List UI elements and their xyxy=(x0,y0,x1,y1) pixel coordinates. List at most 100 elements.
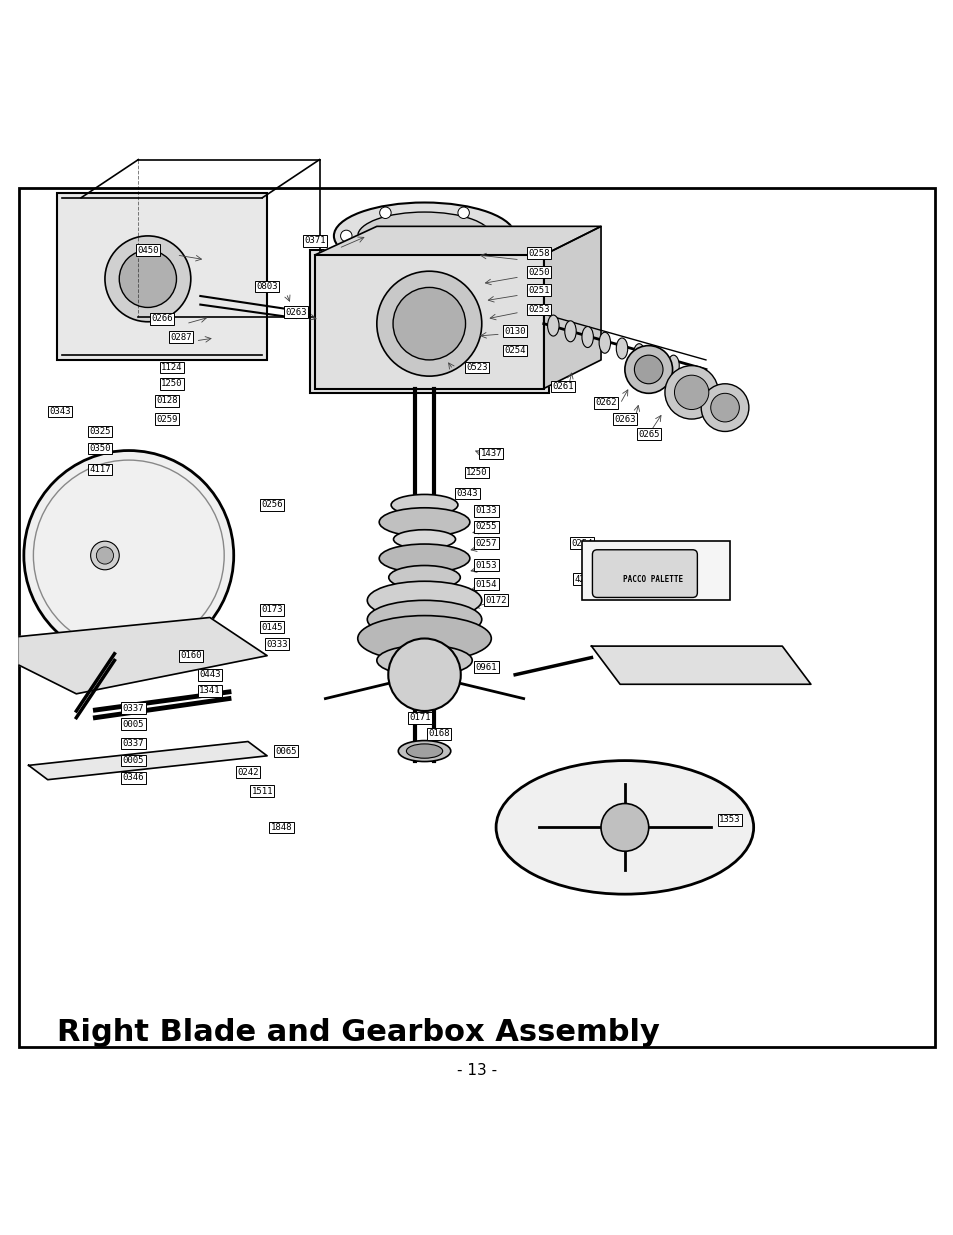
Circle shape xyxy=(700,384,748,431)
Ellipse shape xyxy=(91,541,119,569)
Ellipse shape xyxy=(398,741,451,762)
Ellipse shape xyxy=(334,203,515,269)
Ellipse shape xyxy=(379,545,469,573)
FancyBboxPatch shape xyxy=(57,193,267,359)
Text: PACCO PALETTE: PACCO PALETTE xyxy=(622,574,683,584)
Circle shape xyxy=(674,375,708,410)
Ellipse shape xyxy=(650,350,661,370)
Text: 0803: 0803 xyxy=(256,282,277,291)
Circle shape xyxy=(379,207,391,219)
Text: 0168: 0168 xyxy=(428,730,449,739)
Text: 0337: 0337 xyxy=(123,739,144,748)
Ellipse shape xyxy=(357,212,491,259)
Ellipse shape xyxy=(357,615,491,662)
Ellipse shape xyxy=(367,600,481,638)
Text: 0261: 0261 xyxy=(552,382,573,391)
Text: 0333: 0333 xyxy=(266,640,287,648)
Text: 1848: 1848 xyxy=(271,823,292,832)
Text: 0266: 0266 xyxy=(152,315,172,324)
Ellipse shape xyxy=(376,645,472,676)
Text: 0254: 0254 xyxy=(571,538,592,547)
Text: 0265: 0265 xyxy=(638,430,659,438)
Circle shape xyxy=(457,253,469,264)
Ellipse shape xyxy=(96,547,113,564)
Ellipse shape xyxy=(633,343,644,364)
Text: 0337: 0337 xyxy=(123,704,144,713)
Text: 0346: 0346 xyxy=(123,773,144,782)
Circle shape xyxy=(105,236,191,322)
Text: 0256: 0256 xyxy=(261,500,282,509)
Circle shape xyxy=(710,393,739,422)
Text: 0262: 0262 xyxy=(595,399,616,408)
Circle shape xyxy=(340,230,352,242)
Text: 1250: 1250 xyxy=(161,379,182,388)
Ellipse shape xyxy=(362,293,486,329)
Text: 0160: 0160 xyxy=(180,651,201,661)
Ellipse shape xyxy=(391,494,457,515)
Text: 0325: 0325 xyxy=(90,427,111,436)
Text: 0443: 0443 xyxy=(199,671,220,679)
Ellipse shape xyxy=(367,258,481,300)
Text: 0253: 0253 xyxy=(528,305,549,314)
Text: 0371: 0371 xyxy=(304,236,325,246)
Text: 0257: 0257 xyxy=(476,538,497,547)
Text: 0263: 0263 xyxy=(285,308,306,316)
Text: 0961: 0961 xyxy=(476,663,497,672)
Ellipse shape xyxy=(393,530,456,548)
Text: 0242: 0242 xyxy=(237,767,258,777)
Text: 0172: 0172 xyxy=(485,595,506,605)
Text: 0523: 0523 xyxy=(466,363,487,372)
Text: 0154: 0154 xyxy=(476,579,497,589)
Text: 0171: 0171 xyxy=(409,713,430,722)
Text: 4117: 4117 xyxy=(90,466,111,474)
Polygon shape xyxy=(19,618,267,694)
Circle shape xyxy=(388,638,460,711)
Text: 0005: 0005 xyxy=(123,720,144,729)
Ellipse shape xyxy=(547,315,558,336)
Text: 1437: 1437 xyxy=(480,448,501,458)
Ellipse shape xyxy=(667,356,679,377)
Text: 0130: 0130 xyxy=(504,327,525,336)
Circle shape xyxy=(393,288,465,359)
Polygon shape xyxy=(543,226,600,389)
Circle shape xyxy=(634,356,662,384)
Text: 0450: 0450 xyxy=(137,246,158,254)
Text: 1353: 1353 xyxy=(719,815,740,824)
Ellipse shape xyxy=(598,332,610,353)
Text: - 13 -: - 13 - xyxy=(456,1063,497,1078)
Circle shape xyxy=(119,251,176,308)
Ellipse shape xyxy=(367,582,481,620)
Text: 0343: 0343 xyxy=(456,489,477,498)
Text: 0153: 0153 xyxy=(476,561,497,569)
Text: 0065: 0065 xyxy=(275,747,296,756)
Text: 0255: 0255 xyxy=(476,522,497,531)
Text: 1341: 1341 xyxy=(199,687,220,695)
Circle shape xyxy=(624,346,672,393)
Text: 0251: 0251 xyxy=(528,285,549,295)
Ellipse shape xyxy=(496,761,753,894)
Text: 0350: 0350 xyxy=(90,445,111,453)
Text: 0250: 0250 xyxy=(528,268,549,277)
Circle shape xyxy=(600,804,648,851)
Text: 0145: 0145 xyxy=(261,622,282,631)
Text: 0128: 0128 xyxy=(156,396,177,405)
Polygon shape xyxy=(29,741,267,779)
Ellipse shape xyxy=(351,309,497,354)
Text: 0254: 0254 xyxy=(504,346,525,354)
Text: 0173: 0173 xyxy=(261,605,282,614)
Text: 0343: 0343 xyxy=(50,408,71,416)
Circle shape xyxy=(497,230,508,242)
Text: 0803: 0803 xyxy=(590,553,611,563)
Bar xyxy=(581,541,729,600)
Circle shape xyxy=(664,366,718,419)
Circle shape xyxy=(379,253,391,264)
Text: 1250: 1250 xyxy=(466,468,487,477)
FancyBboxPatch shape xyxy=(592,550,697,598)
Text: 1124: 1124 xyxy=(161,363,182,372)
Text: 4223: 4223 xyxy=(574,574,595,584)
Ellipse shape xyxy=(341,248,507,310)
Text: 0258: 0258 xyxy=(528,248,549,258)
Ellipse shape xyxy=(364,333,483,367)
Text: 0259: 0259 xyxy=(156,415,177,424)
Polygon shape xyxy=(591,646,810,684)
